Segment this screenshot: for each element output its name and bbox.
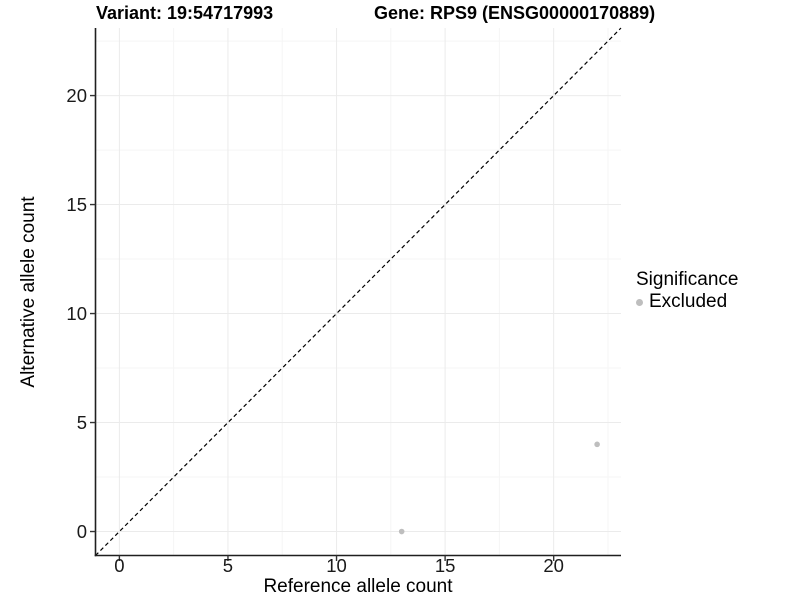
x-tick-label: 15 (435, 555, 456, 576)
x-tick-label: 0 (114, 555, 124, 576)
legend-title: Significance (636, 269, 739, 290)
y-tick-label: 15 (66, 194, 87, 215)
legend-items: Excluded (636, 291, 738, 313)
y-tick-label: 0 (77, 521, 87, 542)
identity-line (95, 27, 622, 556)
x-tick-label: 5 (223, 555, 233, 576)
y-axis-title: Alternative allele count (18, 196, 39, 388)
x-tick-label: 10 (326, 555, 347, 576)
data-point (398, 528, 405, 535)
gene-title: Gene: RPS9 (ENSG00000170889) (374, 3, 656, 23)
x-tick-label: 20 (543, 555, 564, 576)
y-tick-label: 20 (66, 85, 87, 106)
data-point (594, 441, 600, 448)
excluded-marker-icon (636, 298, 643, 306)
y-tick-label: 5 (77, 412, 87, 433)
legend-label: Excluded (649, 291, 728, 312)
legend: Significance Excluded (636, 269, 738, 313)
legend-item: Excluded (636, 291, 738, 313)
x-axis-title: Reference allele count (263, 576, 453, 597)
variant-title: Variant: 19:54717993 (96, 3, 274, 23)
y-tick-label: 10 (66, 303, 87, 324)
